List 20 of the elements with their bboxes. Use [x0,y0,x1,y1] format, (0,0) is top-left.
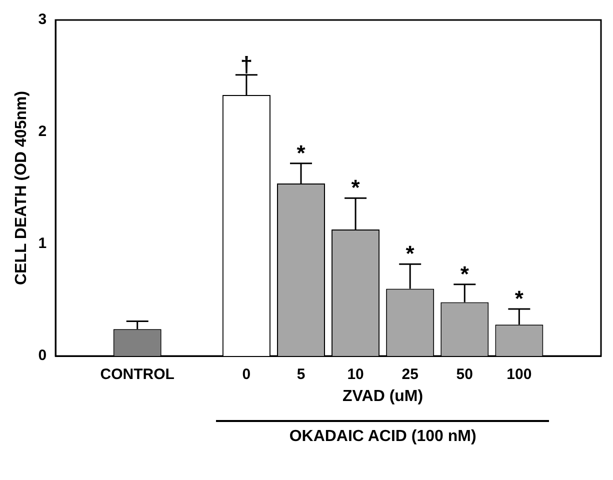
x-tick-label: 100 [506,366,532,384]
annotation: † [240,52,253,77]
y-tick-label: 2 [38,123,47,140]
x-axis-title: ZVAD (uM) [342,388,424,406]
y-tick-label: 3 [38,11,47,28]
annotation: * [406,241,415,266]
text: OKADAIC ACID (100 nM) [288,428,478,446]
y-axis-title: CELL DEATH (OD 405nm) [13,90,30,286]
x-tick-label: 10 [347,366,364,384]
annotation: * [351,175,360,200]
x-tick-label: 5 [296,366,306,384]
y-tick-label: 1 [38,235,47,252]
annotation: * [514,286,524,312]
x-tick-label: CONTROL [100,366,174,384]
x-tick-label: 50 [456,366,473,384]
annotation: * [296,140,306,166]
annotation: * [460,261,470,286]
y-tick-label: 0 [38,347,47,364]
x-tick-label: 25 [402,366,418,384]
x-tick-label: 0 [242,366,251,384]
